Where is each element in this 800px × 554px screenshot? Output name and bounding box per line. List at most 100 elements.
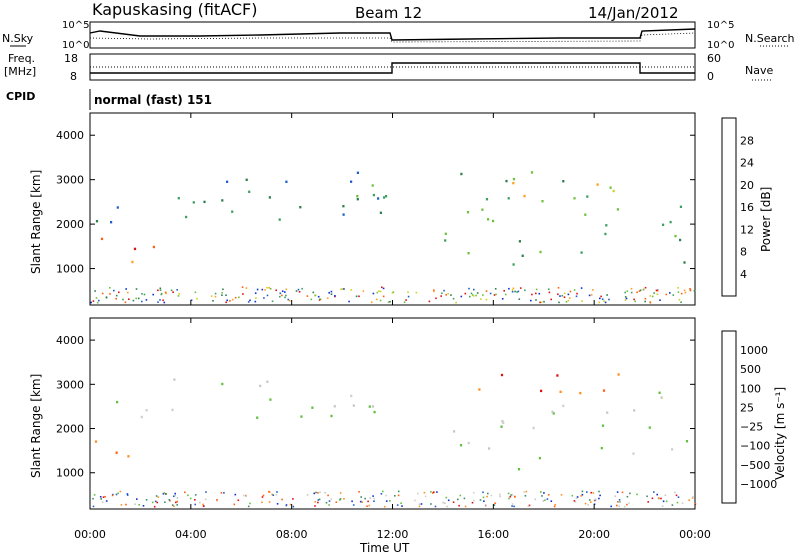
power-colorbar: 4 8 12 16 20 24 28 xyxy=(721,117,754,297)
heatmap-cell xyxy=(205,498,207,500)
heatmap-cell xyxy=(196,297,198,300)
heatmap-cell xyxy=(418,503,421,505)
heatmap-cell xyxy=(617,501,619,503)
freq-label-2: [MHz] xyxy=(4,65,36,78)
y-tick-label: 1000 xyxy=(56,263,84,276)
heatmap-cell xyxy=(610,505,612,508)
heatmap-cell xyxy=(300,415,303,418)
heatmap-cell xyxy=(452,297,455,300)
heatmap-cell xyxy=(306,295,309,297)
heatmap-cell xyxy=(500,425,503,428)
heatmap-cell xyxy=(168,499,171,501)
heatmap-cell xyxy=(231,298,234,301)
heatmap-cell xyxy=(492,219,495,223)
noise-tick-top-left: 10^5 xyxy=(62,20,89,31)
heatmap-cell xyxy=(145,499,148,501)
heatmap-cell xyxy=(194,499,196,501)
cpid-label: CPID xyxy=(6,90,35,103)
heatmap-cell xyxy=(385,500,388,502)
heatmap-cell xyxy=(576,292,578,295)
heatmap-cell xyxy=(434,505,437,508)
heatmap-cell xyxy=(563,296,566,298)
heatmap-cell xyxy=(126,494,129,496)
heatmap-cell xyxy=(579,391,582,395)
heatmap-cell xyxy=(524,495,527,497)
heatmap-cell xyxy=(379,290,382,293)
heatmap-cell xyxy=(281,498,283,501)
heatmap-cell xyxy=(433,491,435,493)
heatmap-cell xyxy=(289,300,291,302)
heatmap-cell xyxy=(176,504,178,506)
heatmap-cell xyxy=(518,298,521,300)
heatmap-cell xyxy=(483,500,485,502)
heatmap-cell xyxy=(342,213,345,216)
heatmap-cell xyxy=(507,197,510,200)
heatmap-cell xyxy=(590,294,593,296)
heatmap-cell xyxy=(550,500,553,502)
heatmap-cell xyxy=(203,200,206,204)
heatmap-cell xyxy=(248,190,251,193)
heatmap-cell xyxy=(473,499,475,502)
heatmap-cell xyxy=(264,289,266,291)
heatmap-cell xyxy=(330,293,333,295)
heatmap-cell xyxy=(155,495,158,497)
colorbar-tick-label: 4 xyxy=(740,268,747,281)
colorbar-tick-label: 12 xyxy=(740,223,754,236)
heatmap-cell xyxy=(116,206,119,209)
heatmap-cell xyxy=(285,288,288,291)
heatmap-cell xyxy=(693,290,696,292)
heatmap-cell xyxy=(138,504,140,506)
heatmap-cell xyxy=(152,245,155,249)
heatmap-cell xyxy=(587,504,589,506)
heatmap-cell xyxy=(624,299,627,301)
heatmap-cell xyxy=(517,290,520,293)
heatmap-cell xyxy=(626,503,628,506)
heatmap-cell xyxy=(364,497,366,500)
station-title: Kapuskasing (fitACF) xyxy=(92,0,257,19)
heatmap-cell xyxy=(109,287,111,289)
heatmap-cell xyxy=(377,197,380,200)
heatmap-cell xyxy=(531,293,533,296)
heatmap-cell xyxy=(557,293,559,296)
heatmap-cell xyxy=(214,292,217,295)
heatmap-cell xyxy=(512,181,515,185)
heatmap-cell xyxy=(440,295,442,297)
heatmap-cell xyxy=(511,505,513,507)
heatmap-cell xyxy=(165,493,167,495)
heatmap-cell xyxy=(630,291,633,294)
heatmap-cell xyxy=(162,493,165,495)
heatmap-cell xyxy=(284,291,286,293)
heatmap-cell xyxy=(99,496,102,498)
heatmap-cell xyxy=(175,501,177,504)
nave-label: Nave xyxy=(745,64,773,77)
heatmap-cell xyxy=(460,172,463,176)
heatmap-cell xyxy=(173,378,176,381)
heatmap-cell xyxy=(616,504,618,507)
heatmap-cell xyxy=(539,250,542,254)
heatmap-cell xyxy=(299,206,302,209)
heatmap-cell xyxy=(580,495,582,497)
heatmap-cell xyxy=(407,291,409,293)
heatmap-cell xyxy=(249,299,251,302)
colorbar-tick-label: −100 xyxy=(740,440,770,453)
heatmap-cell xyxy=(245,495,247,497)
heatmap-cell xyxy=(486,495,488,498)
heatmap-cell xyxy=(559,390,562,393)
heatmap-cell xyxy=(281,290,284,292)
heatmap-cell xyxy=(598,490,600,493)
heatmap-cell xyxy=(540,389,543,393)
heatmap-cell xyxy=(428,300,431,303)
heatmap-cell xyxy=(177,197,180,200)
heatmap-cell xyxy=(343,498,345,500)
heatmap-cell xyxy=(653,292,655,294)
heatmap-cell xyxy=(132,299,135,302)
heatmap-cell xyxy=(556,374,559,377)
heatmap-cell xyxy=(574,501,577,503)
heatmap-cell xyxy=(514,496,516,498)
heatmap-cell xyxy=(135,297,137,300)
heatmap-cell xyxy=(535,299,537,301)
heatmap-cell xyxy=(325,501,328,504)
heatmap-cell xyxy=(312,291,315,294)
heatmap-cell xyxy=(644,286,647,289)
